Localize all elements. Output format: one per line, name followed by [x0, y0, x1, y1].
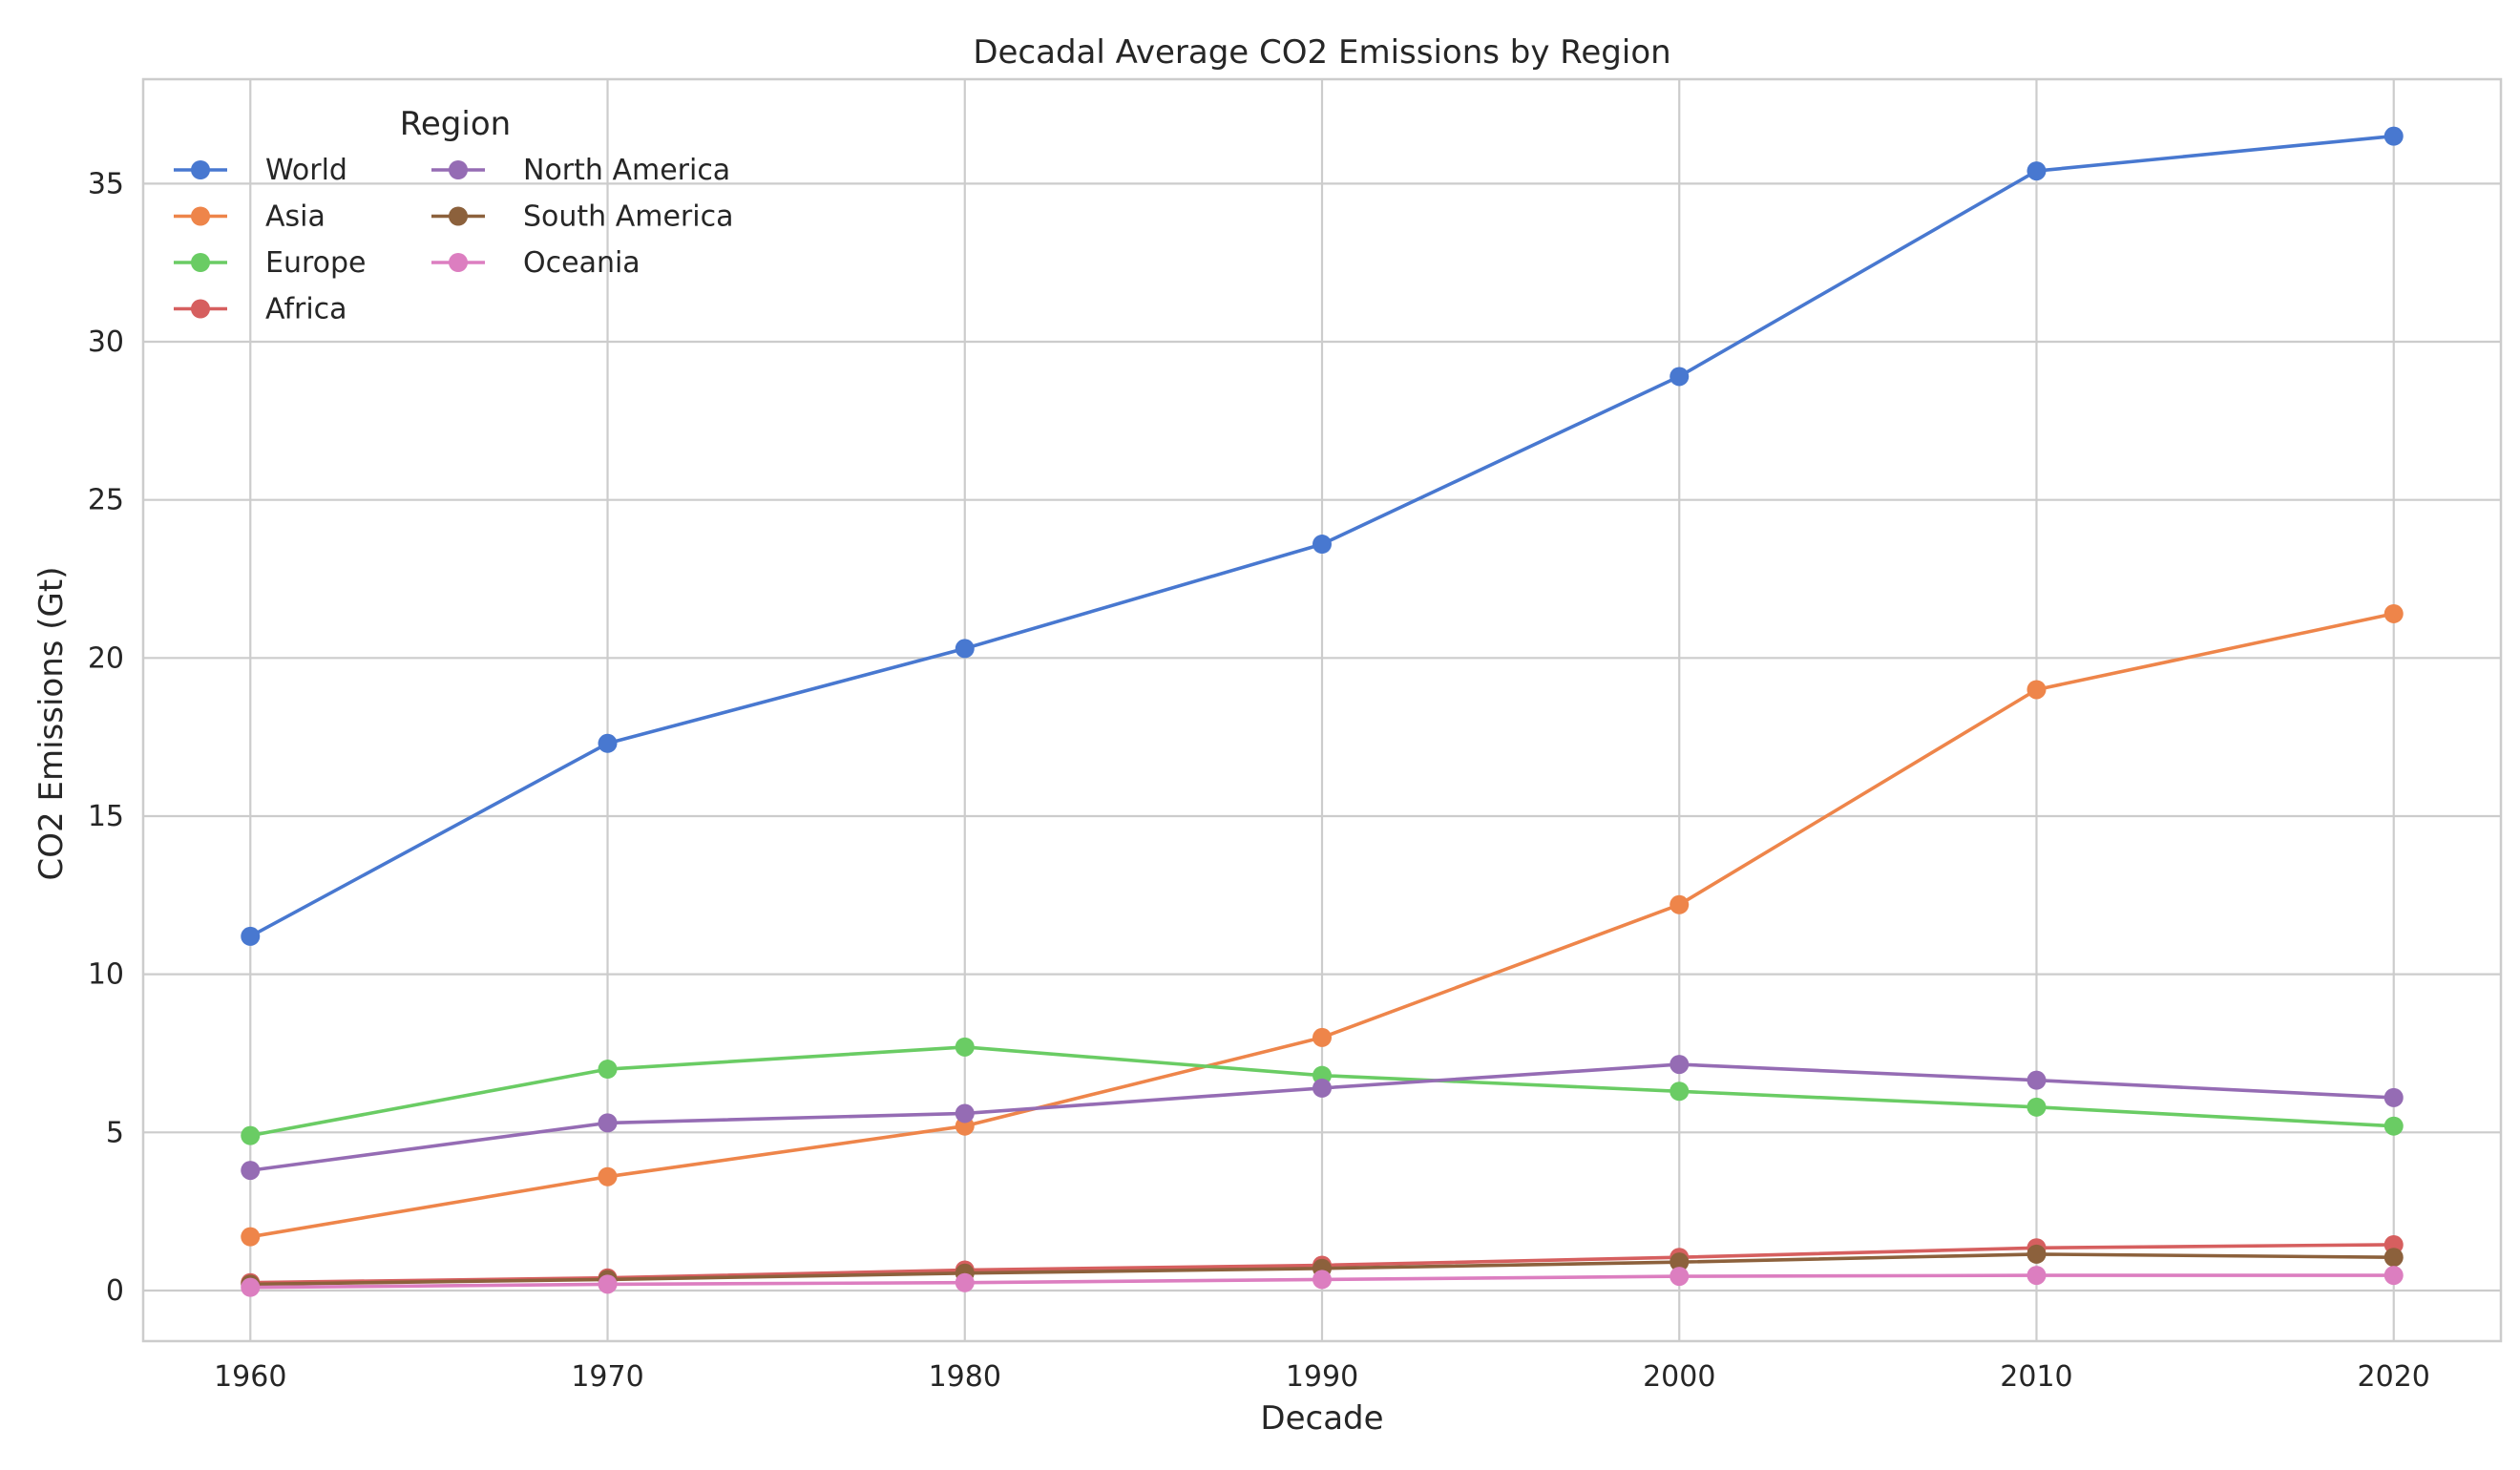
data-point-oceania: [241, 1277, 261, 1297]
legend-item-world: World: [174, 154, 347, 187]
grid: [143, 79, 2501, 1341]
legend-label-africa: Africa: [265, 293, 347, 326]
legend-item-asia: Asia: [174, 200, 326, 234]
series-north-america: [241, 1055, 2404, 1181]
plot-frame: [141, 77, 2503, 1343]
legend-label-europe: Europe: [265, 246, 367, 280]
legend-marker-africa: [191, 299, 210, 319]
legend: Region World Asia Europe Africa North America…: [174, 105, 733, 326]
data-point-south-america: [2026, 1244, 2047, 1264]
data-point-europe: [241, 1125, 261, 1145]
data-point-world: [1312, 535, 1332, 555]
data-point-oceania: [955, 1272, 975, 1292]
data-point-world: [2384, 126, 2404, 146]
legend-marker-north-america: [449, 160, 468, 179]
data-point-oceania: [1670, 1267, 1690, 1287]
y-tick-label: 35: [88, 167, 124, 200]
data-point-oceania: [1312, 1270, 1332, 1290]
legend-label-asia: Asia: [265, 200, 326, 234]
y-tick-label: 30: [88, 326, 124, 359]
y-axis-label: CO2 Emissions (Gt): [32, 567, 71, 881]
legend-marker-asia: [191, 206, 210, 226]
data-point-north-america: [2026, 1070, 2047, 1090]
x-tick-label: 2020: [2358, 1360, 2430, 1394]
data-point-world: [2026, 161, 2047, 181]
series-group: [241, 126, 2404, 1297]
legend-title: Region: [400, 105, 511, 143]
series-world: [241, 126, 2404, 946]
data-point-south-america: [1670, 1252, 1690, 1272]
legend-item-north-america: North America: [431, 154, 730, 187]
data-point-north-america: [1670, 1055, 1690, 1075]
axes-frame: [141, 77, 2503, 1343]
series-oceania: [241, 1266, 2404, 1297]
data-point-asia: [1312, 1027, 1332, 1047]
x-tick-label: 2010: [2000, 1360, 2072, 1394]
x-tick-label: 1980: [929, 1360, 1001, 1394]
legend-item-south-america: South America: [431, 200, 733, 234]
y-tick-label: 10: [88, 958, 124, 992]
legend-label-world: World: [265, 154, 347, 187]
data-point-north-america: [955, 1103, 975, 1124]
y-tick-label: 0: [106, 1274, 124, 1308]
data-point-asia: [241, 1227, 261, 1247]
legend-marker-europe: [191, 253, 210, 272]
series-europe: [241, 1037, 2404, 1145]
legend-marker-south-america: [449, 206, 468, 226]
tick-labels: 1960 1970 1980 1990 2000 2010 2020 0 5 10 15 20 25 30…: [88, 167, 2430, 1394]
x-tick-label: 2000: [1643, 1360, 1715, 1394]
data-point-oceania: [598, 1274, 618, 1294]
data-point-south-america: [2384, 1248, 2404, 1268]
legend-label-south-america: South America: [523, 200, 733, 234]
y-tick-label: 15: [88, 800, 124, 833]
data-point-north-america: [241, 1161, 261, 1181]
legend-item-europe: Europe: [174, 246, 367, 280]
series-asia: [241, 603, 2404, 1247]
data-point-north-america: [598, 1113, 618, 1133]
legend-label-north-america: North America: [523, 154, 730, 187]
data-point-world: [598, 733, 618, 753]
data-point-europe: [598, 1060, 618, 1080]
x-tick-label: 1970: [571, 1360, 643, 1394]
legend-item-oceania: Oceania: [431, 246, 640, 280]
data-point-europe: [1670, 1082, 1690, 1102]
data-point-asia: [2384, 603, 2404, 623]
data-point-asia: [598, 1166, 618, 1186]
data-point-north-america: [2384, 1087, 2404, 1107]
data-point-europe: [2384, 1116, 2404, 1136]
data-point-oceania: [2384, 1266, 2404, 1286]
data-point-asia: [1670, 894, 1690, 914]
x-axis-label: Decade: [1260, 1399, 1383, 1438]
y-tick-label: 25: [88, 484, 124, 517]
x-tick-label: 1960: [214, 1360, 286, 1394]
data-point-europe: [955, 1037, 975, 1057]
legend-item-africa: Africa: [174, 293, 347, 326]
legend-marker-oceania: [449, 253, 468, 272]
data-point-asia: [2026, 680, 2047, 700]
y-tick-label: 5: [106, 1116, 124, 1149]
legend-label-oceania: Oceania: [523, 246, 640, 280]
y-tick-label: 20: [88, 641, 124, 675]
x-tick-label: 1990: [1286, 1360, 1358, 1394]
chart-title: Decadal Average CO2 Emissions by Region: [973, 33, 1670, 72]
legend-marker-world: [191, 160, 210, 179]
data-point-world: [241, 926, 261, 946]
data-point-world: [955, 639, 975, 659]
data-point-world: [1670, 367, 1690, 387]
data-point-europe: [2026, 1097, 2047, 1117]
data-point-north-america: [1312, 1078, 1332, 1098]
data-point-oceania: [2026, 1266, 2047, 1286]
